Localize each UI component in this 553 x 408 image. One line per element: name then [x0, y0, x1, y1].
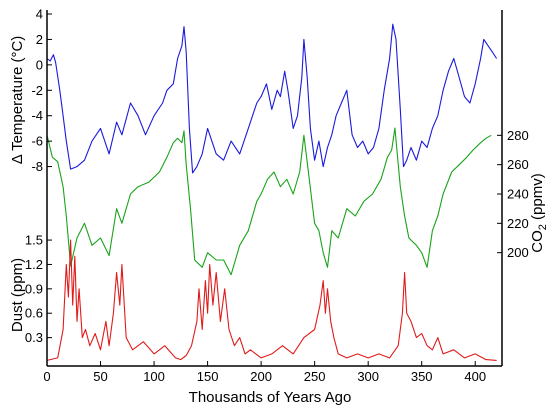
dust-y-tick-label: 0.3 — [25, 330, 43, 345]
co2-series-line — [46, 127, 492, 276]
temperature-y-tick-label: -4 — [31, 108, 43, 123]
co2-y-tick-label: 260 — [507, 157, 529, 172]
x-tick-label: 300 — [357, 369, 379, 384]
temperature-y-tick-label: 2 — [36, 32, 43, 47]
axes-layer — [46, 10, 503, 367]
x-tick-label: 0 — [43, 369, 50, 384]
co2-y-tick-label: 280 — [507, 128, 529, 143]
x-tick-label: 400 — [464, 369, 486, 384]
x-tick-label: 50 — [93, 369, 107, 384]
temperature-y-tick-label: -8 — [31, 159, 43, 174]
temperature-y-tick-label: -2 — [31, 83, 43, 98]
dust-series-line — [46, 239, 497, 361]
dust-y-tick-label: 0.9 — [25, 281, 43, 296]
series-layer — [46, 23, 498, 361]
x-tick-label: 150 — [197, 369, 219, 384]
dust-y-tick-label: 0.6 — [25, 306, 43, 321]
dust-y-tick-label: 1.5 — [25, 233, 43, 248]
x-axis-title: Thousands of Years Ago — [189, 389, 352, 406]
dust-y-tick-label: 1.2 — [25, 257, 43, 272]
co2-y-tick-label: 200 — [507, 245, 529, 260]
temperature-y-tick-label: 4 — [36, 7, 43, 22]
x-tick-label: 250 — [304, 369, 326, 384]
temperature-y-tick-label: 0 — [36, 57, 43, 72]
x-tick-label: 100 — [143, 369, 165, 384]
temperature-axis-title: Δ Temperature (°C) — [9, 36, 26, 165]
temperature-y-tick-label: -6 — [31, 134, 43, 149]
co2-y-tick-label: 240 — [507, 187, 529, 202]
co2-axis-title: CO2 (ppmv) — [529, 173, 549, 252]
co2-y-tick-label: 220 — [507, 216, 529, 231]
dust-axis-title: Dust (ppm) — [9, 258, 26, 332]
x-tick-label: 350 — [411, 369, 433, 384]
x-tick-label: 200 — [250, 369, 272, 384]
ticks-layer: 4 2 0 -2 -4 -6 -8 280 260 240 220 200 1.5 1.2 0.9 0.6 0.… — [25, 7, 529, 385]
temperature-series-line — [46, 23, 498, 174]
